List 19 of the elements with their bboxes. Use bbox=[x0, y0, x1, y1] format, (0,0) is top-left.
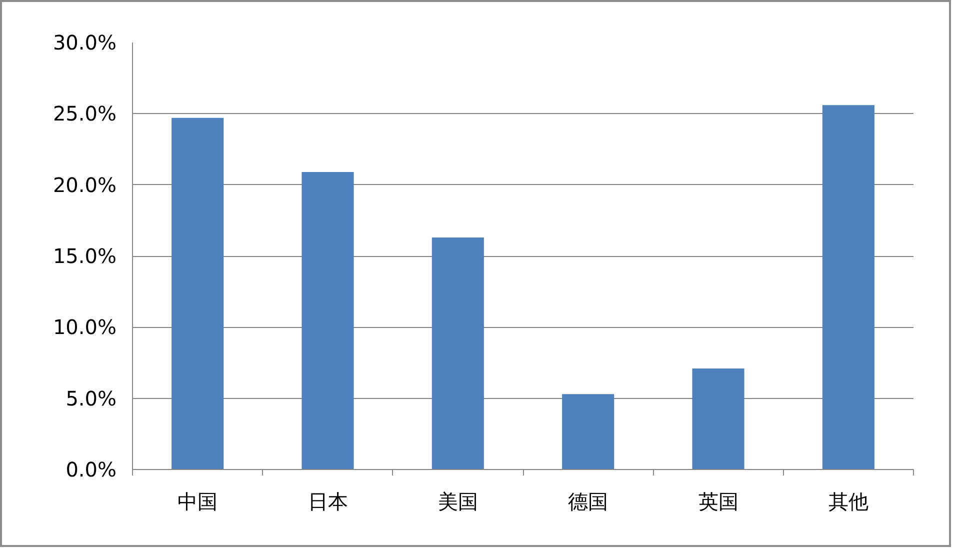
y-tick-label: 10.0% bbox=[52, 315, 117, 340]
bar bbox=[822, 105, 874, 470]
y-tick-label: 20.0% bbox=[52, 172, 117, 197]
bar bbox=[562, 394, 614, 470]
x-tick-label: 日本 bbox=[308, 490, 348, 514]
y-tick-label: 15.0% bbox=[52, 244, 117, 268]
bar bbox=[692, 368, 744, 470]
x-tick-label: 其他 bbox=[828, 490, 868, 514]
y-tick-label: 30.0% bbox=[52, 30, 117, 54]
y-tick-label: 0.0% bbox=[66, 458, 116, 482]
y-tick-label: 5.0% bbox=[66, 386, 116, 410]
bar bbox=[172, 118, 224, 470]
x-tick-label: 英国 bbox=[698, 490, 738, 514]
x-tick-label: 中国 bbox=[178, 490, 218, 514]
y-tick-label: 25.0% bbox=[52, 102, 117, 126]
x-tick-label: 德国 bbox=[568, 490, 608, 514]
bar bbox=[432, 237, 484, 470]
x-tick-label: 美国 bbox=[438, 490, 478, 514]
bar bbox=[302, 172, 354, 470]
